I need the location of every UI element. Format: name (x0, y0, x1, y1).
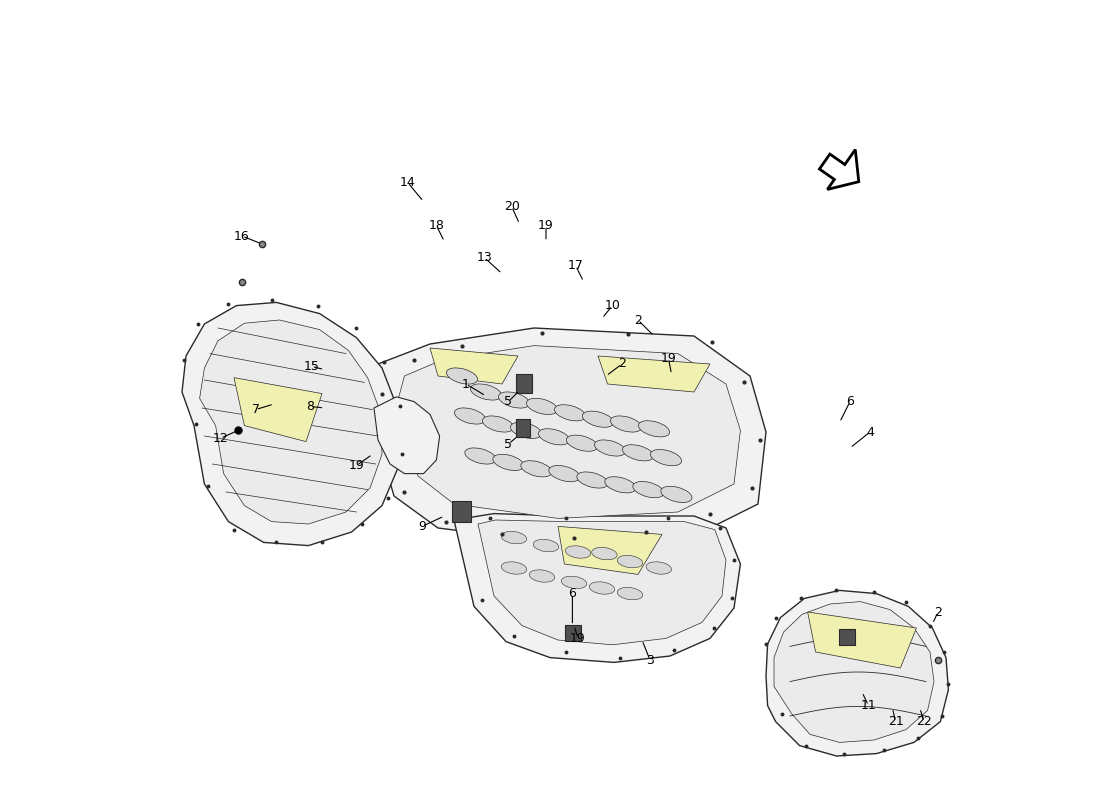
Text: 18: 18 (429, 219, 444, 232)
Ellipse shape (650, 450, 682, 466)
Text: 4: 4 (866, 426, 873, 438)
Ellipse shape (590, 582, 615, 594)
Ellipse shape (534, 539, 559, 552)
Ellipse shape (565, 546, 591, 558)
FancyBboxPatch shape (839, 629, 855, 645)
Ellipse shape (502, 562, 527, 574)
Text: 2: 2 (618, 358, 626, 370)
Ellipse shape (594, 440, 626, 456)
Ellipse shape (617, 587, 642, 600)
Ellipse shape (520, 461, 552, 477)
Ellipse shape (447, 368, 477, 384)
Text: 8: 8 (306, 400, 313, 413)
Polygon shape (807, 612, 916, 668)
FancyBboxPatch shape (516, 374, 531, 393)
Text: 19: 19 (570, 632, 586, 645)
Text: 20: 20 (504, 200, 519, 213)
Text: 21: 21 (888, 715, 903, 728)
Polygon shape (598, 356, 710, 392)
Ellipse shape (493, 454, 524, 470)
Text: 19: 19 (538, 219, 554, 232)
Ellipse shape (549, 466, 580, 482)
Polygon shape (199, 320, 382, 524)
Ellipse shape (617, 555, 642, 568)
Text: 13: 13 (476, 251, 493, 264)
Text: 17: 17 (568, 259, 583, 272)
Polygon shape (478, 520, 726, 645)
Text: 3: 3 (646, 654, 653, 666)
Ellipse shape (582, 411, 614, 427)
Ellipse shape (510, 422, 541, 438)
Text: 6: 6 (846, 395, 854, 408)
Ellipse shape (498, 392, 529, 408)
Ellipse shape (471, 384, 502, 400)
Polygon shape (366, 328, 766, 544)
Text: 5: 5 (505, 395, 513, 408)
Text: 22: 22 (916, 715, 933, 728)
Polygon shape (374, 397, 440, 474)
Text: 15: 15 (304, 360, 319, 373)
Polygon shape (820, 150, 859, 190)
Polygon shape (430, 348, 518, 384)
Text: 5: 5 (505, 438, 513, 450)
Text: 10: 10 (605, 299, 620, 312)
Ellipse shape (576, 472, 608, 488)
Ellipse shape (529, 570, 554, 582)
Text: 1: 1 (462, 378, 470, 390)
Text: 11: 11 (860, 699, 877, 712)
Ellipse shape (610, 416, 641, 432)
Ellipse shape (592, 547, 617, 560)
Text: 6: 6 (569, 587, 576, 600)
Ellipse shape (538, 429, 570, 445)
Ellipse shape (483, 416, 514, 432)
Polygon shape (454, 514, 740, 662)
Ellipse shape (661, 486, 692, 502)
Text: 2: 2 (934, 606, 942, 618)
Ellipse shape (632, 482, 664, 498)
Ellipse shape (605, 477, 636, 493)
Polygon shape (234, 378, 322, 442)
Ellipse shape (623, 445, 653, 461)
Text: a pasion for cars since 1989: a pasion for cars since 1989 (412, 422, 688, 490)
Ellipse shape (502, 531, 527, 544)
FancyBboxPatch shape (565, 625, 581, 641)
Ellipse shape (646, 562, 671, 574)
Text: 2: 2 (634, 314, 642, 326)
Text: 12: 12 (212, 432, 229, 445)
Ellipse shape (527, 398, 558, 414)
Polygon shape (398, 346, 740, 518)
Ellipse shape (454, 408, 485, 424)
Text: 14: 14 (399, 176, 416, 189)
Text: europars: europars (358, 363, 742, 437)
Polygon shape (558, 526, 662, 574)
Polygon shape (774, 602, 934, 742)
Ellipse shape (638, 421, 670, 437)
Text: 19: 19 (660, 352, 676, 365)
Ellipse shape (566, 435, 597, 451)
Ellipse shape (554, 405, 585, 421)
Text: 16: 16 (234, 230, 250, 242)
Polygon shape (766, 590, 948, 756)
Ellipse shape (561, 576, 586, 589)
Polygon shape (182, 302, 399, 546)
FancyBboxPatch shape (452, 501, 471, 522)
Text: 19: 19 (349, 459, 364, 472)
FancyBboxPatch shape (516, 419, 530, 437)
Text: 7: 7 (252, 403, 260, 416)
Text: 9: 9 (418, 520, 426, 533)
Ellipse shape (465, 448, 496, 464)
